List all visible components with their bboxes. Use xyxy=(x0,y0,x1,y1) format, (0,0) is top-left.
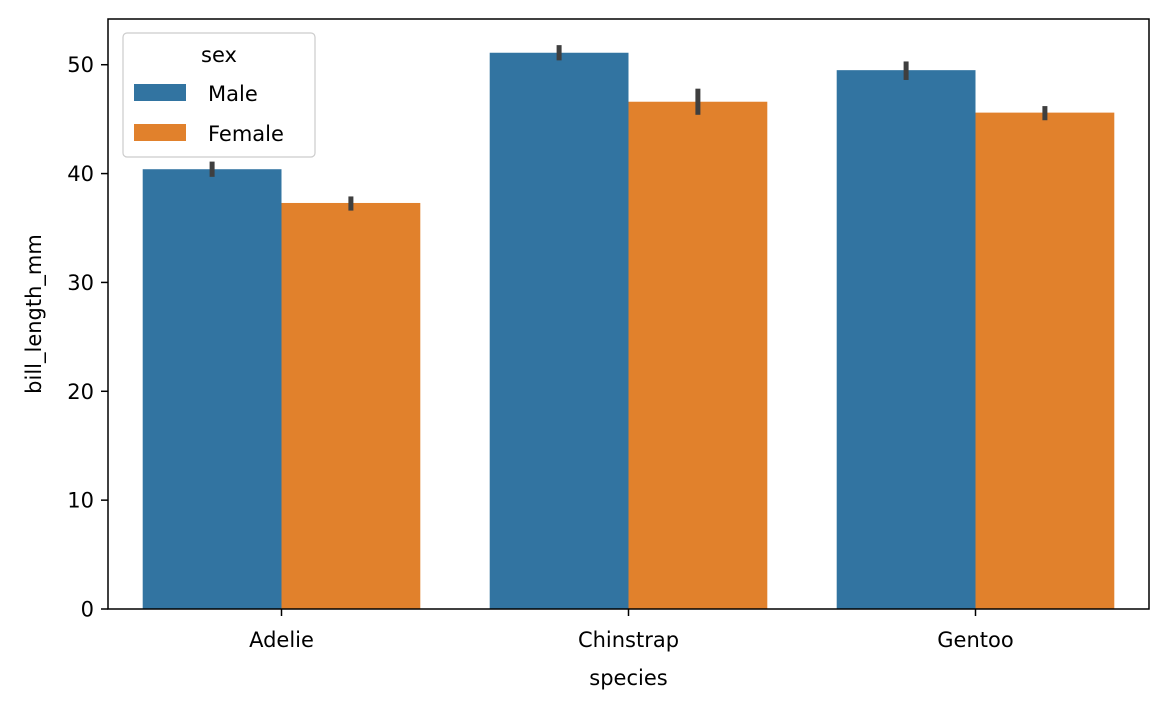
y-tick-label: 30 xyxy=(67,271,94,295)
bar-chinstrap-female xyxy=(628,101,768,610)
x-axis-ticks: Adelie Chinstrap Gentoo xyxy=(249,609,1014,652)
bar-adelie-male xyxy=(142,169,282,609)
bar-chinstrap-male xyxy=(489,52,629,610)
bar-gentoo-male xyxy=(836,70,976,610)
bar-gentoo-female xyxy=(975,112,1115,609)
y-tick-label: 0 xyxy=(81,598,94,622)
y-tick-label: 10 xyxy=(67,489,94,513)
x-tick-label-adelie: Adelie xyxy=(249,628,314,652)
legend-swatch-male xyxy=(134,84,186,101)
legend-title: sex xyxy=(201,43,237,67)
bar-adelie-female xyxy=(281,202,421,609)
plot-frame xyxy=(107,18,1150,610)
y-tick-label: 20 xyxy=(67,380,94,404)
y-axis-ticks: 0 10 20 30 40 50 xyxy=(67,53,108,622)
legend-label-male: Male xyxy=(208,82,258,106)
y-axis-label: bill_length_mm xyxy=(22,234,47,394)
errorbars-layer xyxy=(209,45,1048,211)
legend: sex Male Female xyxy=(122,32,316,158)
x-tick-label-gentoo: Gentoo xyxy=(937,628,1013,652)
bars-layer xyxy=(142,52,1115,610)
legend-label-female: Female xyxy=(208,122,284,146)
x-tick-label-chinstrap: Chinstrap xyxy=(578,628,679,652)
y-tick-label: 50 xyxy=(67,53,94,77)
x-axis-label: species xyxy=(589,666,667,690)
y-tick-label: 40 xyxy=(67,162,94,186)
legend-swatch-female xyxy=(134,124,186,141)
